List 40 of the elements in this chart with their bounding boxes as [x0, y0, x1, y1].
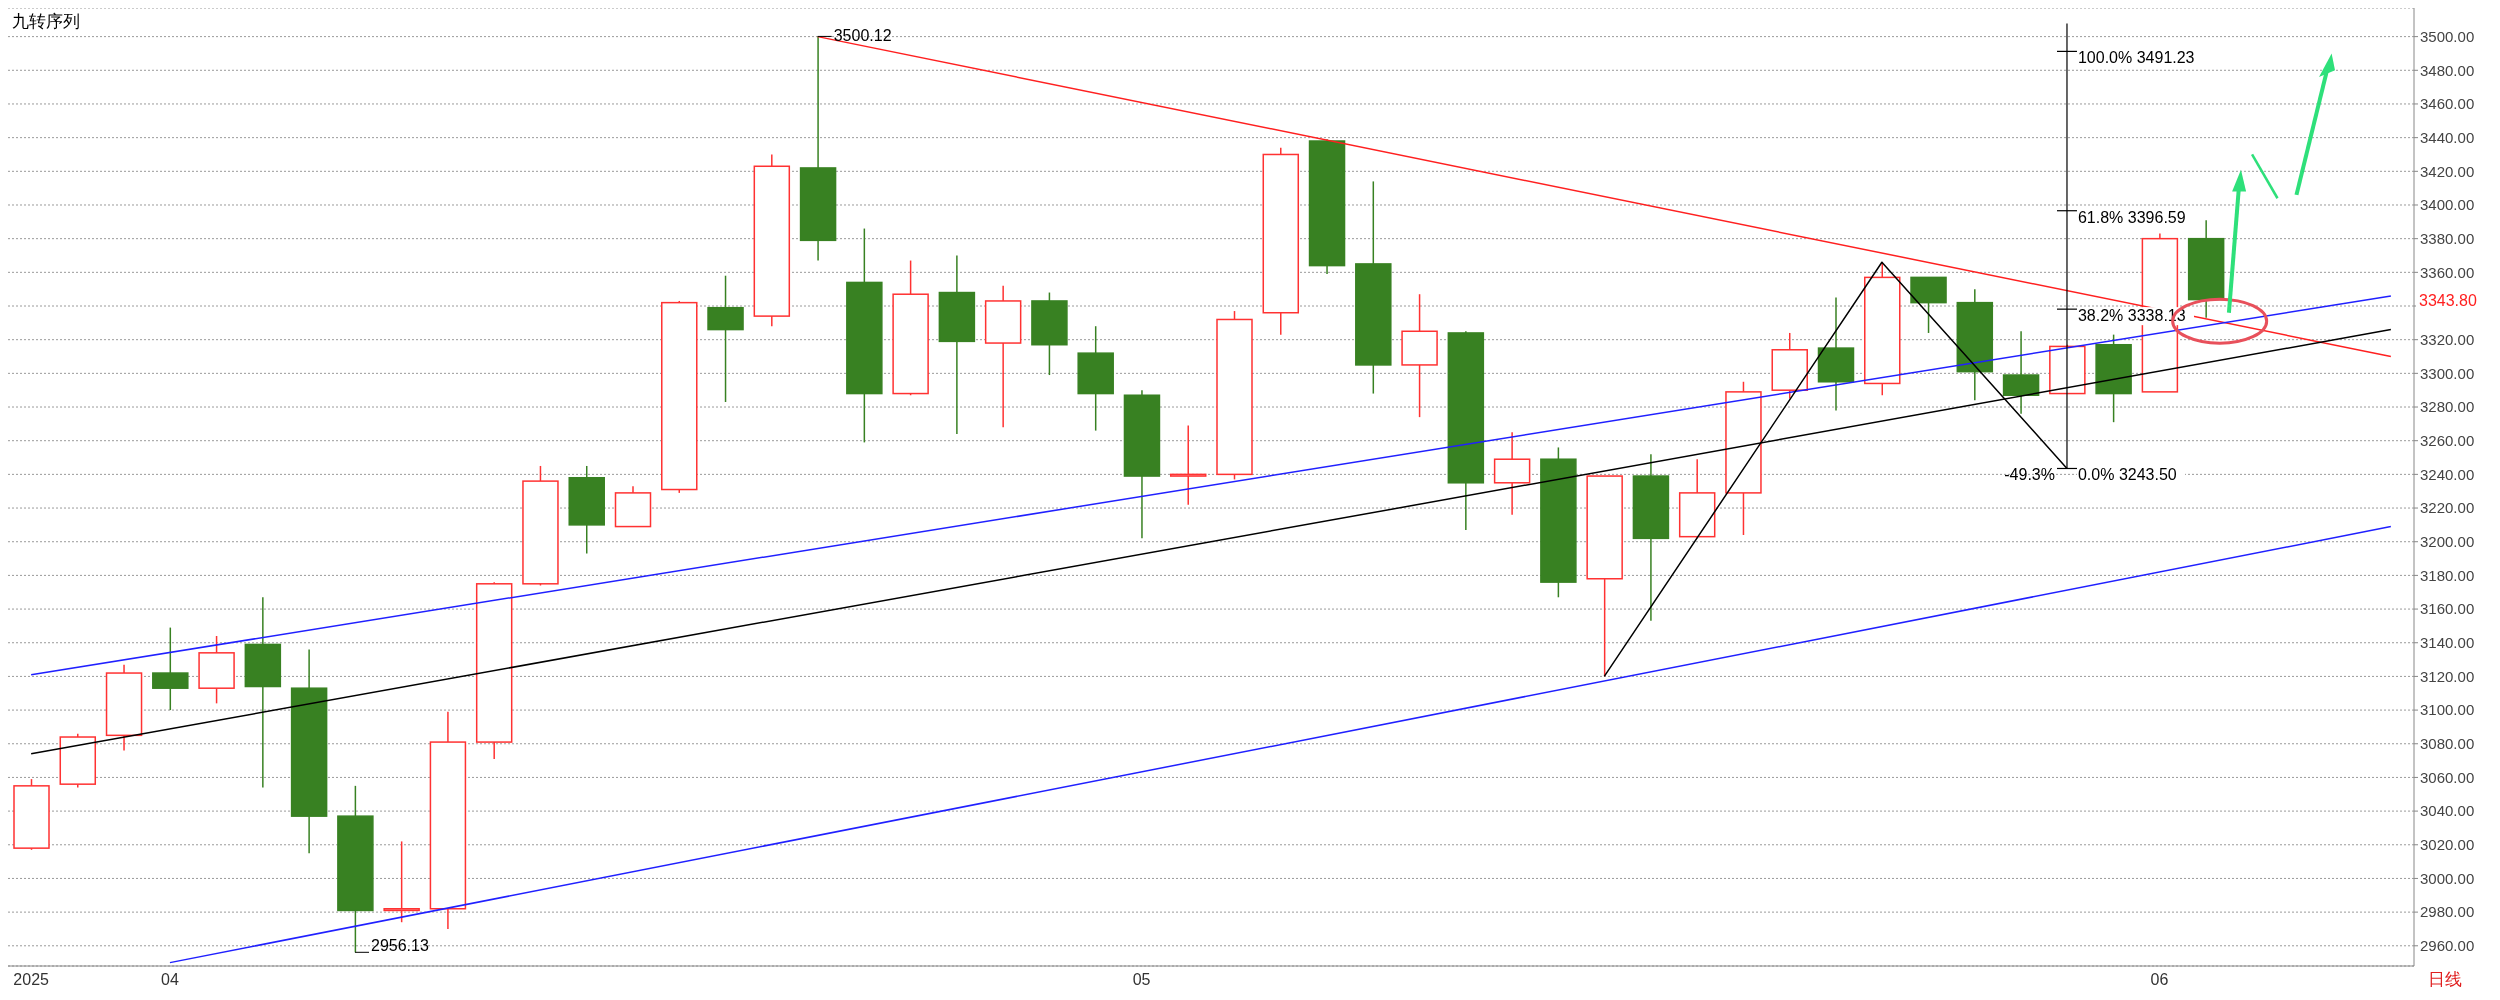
- x-tick-label: 2025: [13, 971, 50, 989]
- y-tick-label: 3160.00: [2420, 600, 2475, 618]
- y-tick-label: 3320.00: [2420, 331, 2475, 349]
- text: 日线: [2428, 969, 2462, 991]
- y-tick-label: 3500.00: [2420, 27, 2475, 45]
- x-tick-label: 06: [2150, 971, 2169, 989]
- y-tick-label: 3080.00: [2420, 735, 2475, 753]
- y-tick-label: 3360.00: [2420, 263, 2475, 281]
- y-tick-label: 3280.00: [2420, 398, 2475, 416]
- y-tick-label: 3180.00: [2420, 566, 2475, 584]
- y-tick-label: 3440.00: [2420, 128, 2475, 146]
- y-tick-label: 3020.00: [2420, 836, 2475, 854]
- y-tick-label: 3400.00: [2420, 196, 2475, 214]
- annotation: 100.0% 3491.23: [2077, 49, 2195, 67]
- y-tick-label: 3040.00: [2420, 802, 2475, 820]
- y-tick-label: 3200.00: [2420, 533, 2475, 551]
- annotation: 61.8% 3396.59: [2077, 208, 2186, 226]
- y-tick-label: 3380.00: [2420, 229, 2475, 247]
- y-tick-label: 3420.00: [2420, 162, 2475, 180]
- y-tick-label: 3260.00: [2420, 432, 2475, 450]
- y-tick-label: 3240.00: [2420, 465, 2475, 483]
- y-tick-label: 3300.00: [2420, 364, 2475, 382]
- y-tick-label: 3460.00: [2420, 95, 2475, 113]
- y-tick-label: 2980.00: [2420, 903, 2475, 921]
- annotation: -49.3%: [2004, 466, 2055, 484]
- x-tick-label: 05: [1132, 971, 1151, 989]
- x-tick-label: 04: [161, 971, 179, 989]
- y-tick-label: 3000.00: [2420, 869, 2475, 887]
- y-tick-label: 3220.00: [2420, 499, 2475, 517]
- y-tick-label: 3140.00: [2420, 634, 2475, 652]
- annotation: 2956.13: [371, 937, 429, 955]
- annotation: 3500.12: [833, 27, 892, 45]
- y-tick-label: 2960.00: [2420, 937, 2475, 955]
- y-tick-label: 3120.00: [2420, 667, 2475, 685]
- y-tick-label: 3100.00: [2420, 701, 2475, 719]
- annotation: 九转序列: [12, 10, 80, 33]
- text: 3343.80: [2419, 291, 2477, 309]
- y-tick-label: 3060.00: [2420, 768, 2475, 786]
- annotation: 0.0% 3243.50: [2077, 466, 2177, 484]
- y-tick-label: 3480.00: [2420, 61, 2475, 79]
